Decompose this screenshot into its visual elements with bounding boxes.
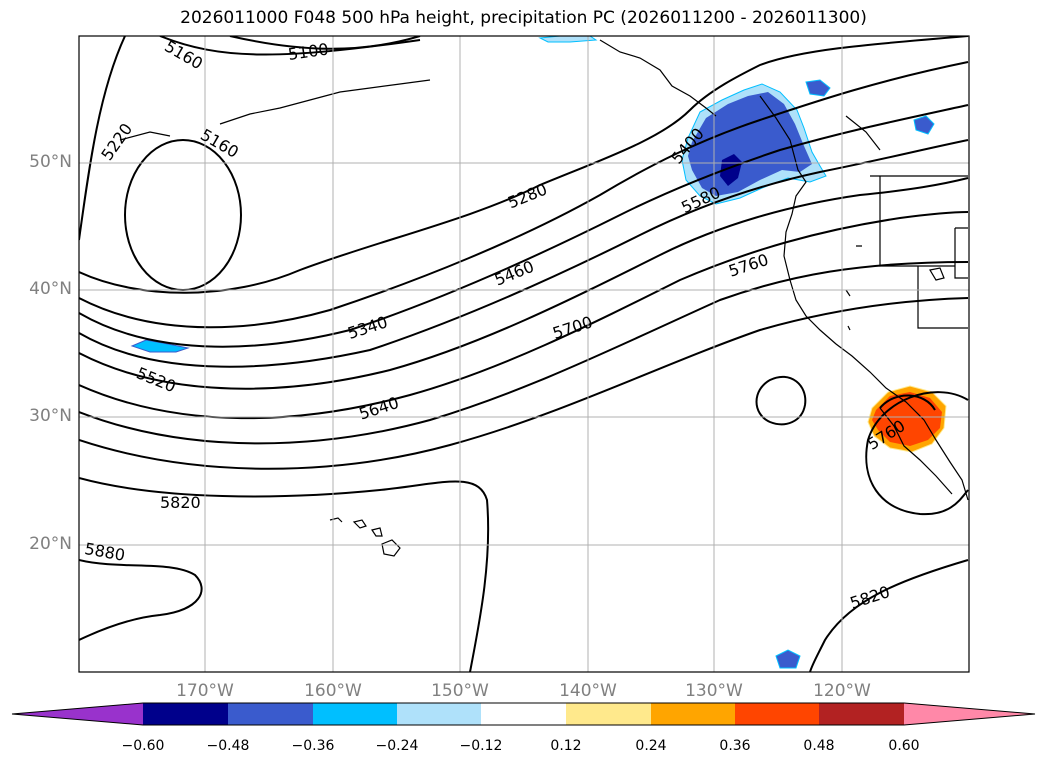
contour-label: 5220	[97, 120, 136, 164]
colorbar-segment	[143, 703, 228, 725]
contour-label: 5160	[161, 37, 206, 74]
lat-label: 20°N	[29, 534, 72, 554]
colorbar-segment	[481, 703, 566, 725]
contour-label: 5100	[287, 39, 330, 63]
lat-label: 40°N	[29, 279, 72, 299]
colorbar-segment	[651, 703, 735, 725]
colorbar	[11, 702, 1036, 726]
colorbar-tick: −0.60	[121, 738, 165, 754]
lon-label: 140°W	[559, 681, 617, 701]
lon-label: 160°W	[304, 681, 362, 701]
colorbar-tick: −0.48	[206, 738, 250, 754]
precip-negative-area	[130, 36, 935, 669]
colorbar-extend-left	[12, 703, 143, 725]
lon-label: 150°W	[431, 681, 489, 701]
contour-label: 5760	[726, 250, 771, 281]
colorbar-tick: 0.48	[803, 738, 835, 754]
colorbar-segment	[313, 703, 397, 725]
contour-label: 5280	[505, 179, 550, 212]
contour-label: 5340	[345, 312, 390, 343]
colorbar-segment	[735, 703, 819, 725]
colorbar-tick: 0.12	[550, 738, 582, 754]
colorbar-segment	[228, 703, 313, 725]
colorbar-tick: 0.24	[635, 738, 667, 754]
colorbar-tick: 0.60	[888, 738, 920, 754]
colorbar-segment	[819, 703, 904, 725]
colorbar-tick: −0.36	[291, 738, 335, 754]
colorbar-tick: 0.36	[719, 738, 751, 754]
gridlines	[79, 36, 969, 672]
contour-label: 5520	[134, 363, 179, 396]
colorbar-tick: −0.24	[375, 738, 419, 754]
colorbar-tick: −0.12	[459, 738, 503, 754]
contour-label: 5820	[160, 493, 201, 512]
lat-label: 50°N	[29, 152, 72, 172]
colorbar-segment	[397, 703, 481, 725]
contour-label: 5640	[357, 393, 402, 424]
contour-label: 5880	[83, 539, 126, 565]
contour-label: 5820	[848, 582, 893, 613]
lon-label: 170°W	[176, 681, 234, 701]
colorbar-segment	[566, 703, 651, 725]
contour-label: 5460	[492, 257, 537, 290]
map-frame	[78, 35, 970, 673]
lon-label: 130°W	[685, 681, 743, 701]
map-title: 2026011000 F048 500 hPa height, precipit…	[180, 8, 867, 28]
lon-label: 120°W	[813, 681, 871, 701]
height-contours	[79, 36, 969, 672]
colorbar-extend-right	[904, 703, 1035, 725]
lat-label: 30°N	[29, 406, 72, 426]
islands	[329, 245, 945, 557]
precip-positive-area	[867, 385, 947, 453]
